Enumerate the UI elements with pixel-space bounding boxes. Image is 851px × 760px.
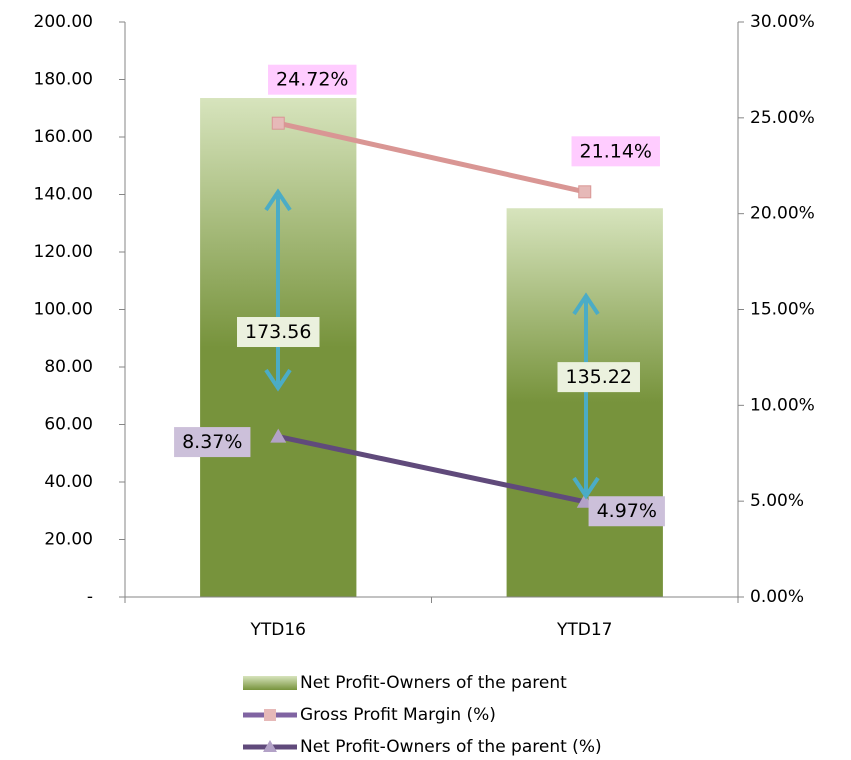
- y2-tick-label: 30.00%: [750, 12, 815, 32]
- legend-swatch: [243, 676, 297, 690]
- y-tick-label: 80.00: [44, 357, 93, 377]
- data-label: 8.37%: [182, 431, 242, 453]
- y-tick-label: 20.00: [44, 530, 93, 550]
- line: [277, 434, 586, 505]
- data-label-box: [268, 64, 357, 95]
- y-tick-label: -: [87, 587, 93, 607]
- y2-tick-label: 15.00%: [750, 300, 815, 320]
- legend-marker: [263, 740, 277, 752]
- data-label-box: [174, 427, 251, 458]
- y2-tick-label: 5.00%: [750, 491, 804, 511]
- marker: [270, 428, 287, 443]
- data-label: 4.97%: [597, 500, 657, 522]
- data-label-box: [237, 317, 320, 348]
- arrows: [264, 188, 600, 500]
- x-tick-label: YTD16: [250, 620, 307, 640]
- legend-label: Net Profit-Owners of the parent (%): [300, 737, 602, 757]
- y2-tick-label: 10.00%: [750, 395, 815, 415]
- data-label: 24.72%: [276, 69, 348, 91]
- marker: [271, 116, 285, 130]
- y-tick-label: 100.00: [34, 300, 93, 320]
- data-label: 173.56: [245, 321, 311, 343]
- line: [277, 120, 586, 195]
- lines: [270, 116, 593, 508]
- y-tick-label: 180.00: [34, 70, 93, 90]
- y-tick-label: 140.00: [34, 185, 93, 205]
- legend-marker: [264, 709, 276, 721]
- legend-label: Gross Profit Margin (%): [300, 705, 496, 725]
- y2-tick-label: 0.00%: [750, 587, 804, 607]
- y2-tick-label: 25.00%: [750, 108, 815, 128]
- data-label: 135.22: [566, 366, 632, 388]
- data-label-box: [571, 136, 660, 167]
- y-tick-label: 160.00: [34, 127, 93, 147]
- y2-tick-label: 20.00%: [750, 204, 815, 224]
- y-tick-label: 40.00: [44, 472, 93, 492]
- x-tick-label: YTD17: [556, 620, 613, 640]
- labels: 173.56 135.22 24.72% 21.14% 8.37% 4.97%: [174, 64, 665, 527]
- y-tick-label: 60.00: [44, 415, 93, 435]
- y-tick-label: 200.00: [34, 12, 93, 32]
- marker: [578, 185, 592, 199]
- legend-label: Net Profit-Owners of the parent: [300, 673, 567, 693]
- data-label-box: [588, 496, 665, 527]
- data-label: 21.14%: [580, 140, 652, 162]
- y-tick-label: 120.00: [34, 242, 93, 262]
- data-label-box: [557, 362, 640, 393]
